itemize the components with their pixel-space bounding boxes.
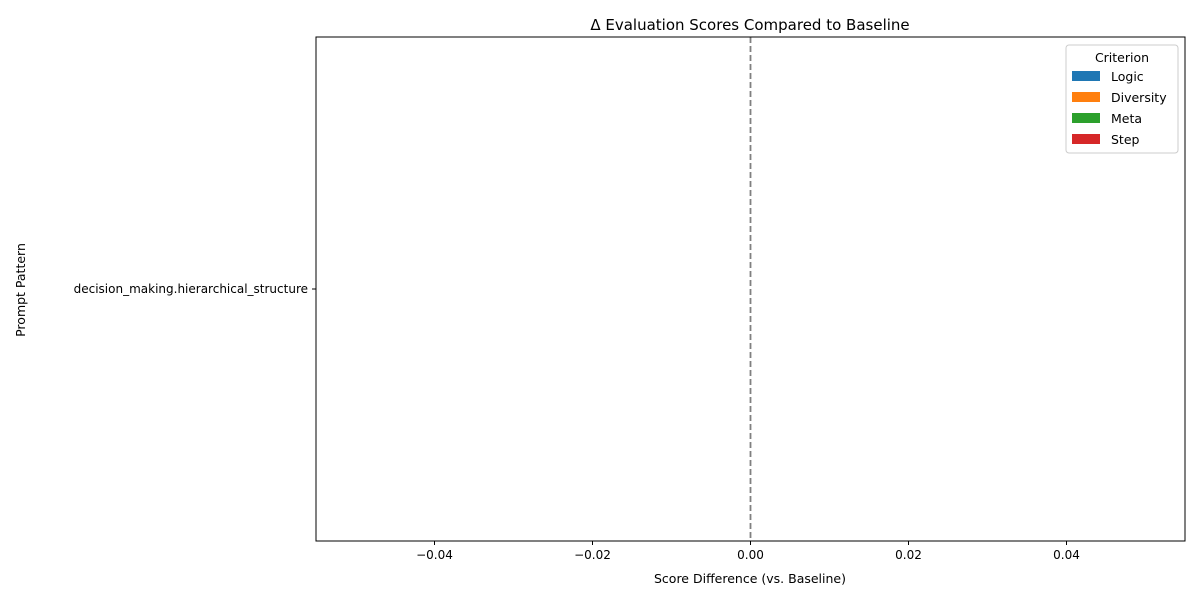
legend-label-step: Step [1111,132,1140,147]
y-axis-label: Prompt Pattern [13,243,28,337]
chart-title: Δ Evaluation Scores Compared to Baseline [590,16,909,34]
plot-area [315,36,1186,542]
legend-title: Criterion [1095,50,1149,65]
x-tick-label: 0.04 [1053,548,1080,562]
legend-label-meta: Meta [1111,111,1142,126]
legend-swatch-meta [1072,113,1100,123]
legend-label-logic: Logic [1111,69,1144,84]
y-tick-label: decision_making.hierarchical_structure [74,282,308,296]
x-tick-label: −0.02 [574,548,611,562]
legend: Criterion Logic Diversity Meta Step [1065,44,1179,154]
y-axis: decision_making.hierarchical_structure [74,282,316,296]
x-tick-label: 0.02 [895,548,922,562]
legend-label-diversity: Diversity [1111,90,1167,105]
legend-swatch-diversity [1072,92,1100,102]
x-axis-label: Score Difference (vs. Baseline) [654,571,846,586]
x-tick-label: 0.00 [737,548,764,562]
legend-items: Logic Diversity Meta Step [1072,69,1167,147]
x-tick-label: −0.04 [416,548,453,562]
legend-swatch-step [1072,134,1100,144]
x-axis: −0.04 −0.02 0.00 0.02 0.04 [416,541,1080,562]
legend-swatch-logic [1072,71,1100,81]
